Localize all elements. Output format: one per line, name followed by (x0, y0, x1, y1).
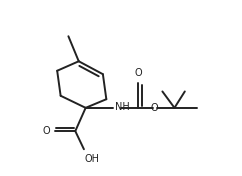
Text: O: O (43, 126, 50, 136)
Text: O: O (135, 68, 142, 78)
Text: OH: OH (85, 153, 100, 164)
Text: O: O (151, 103, 159, 113)
Text: NH: NH (115, 102, 130, 112)
